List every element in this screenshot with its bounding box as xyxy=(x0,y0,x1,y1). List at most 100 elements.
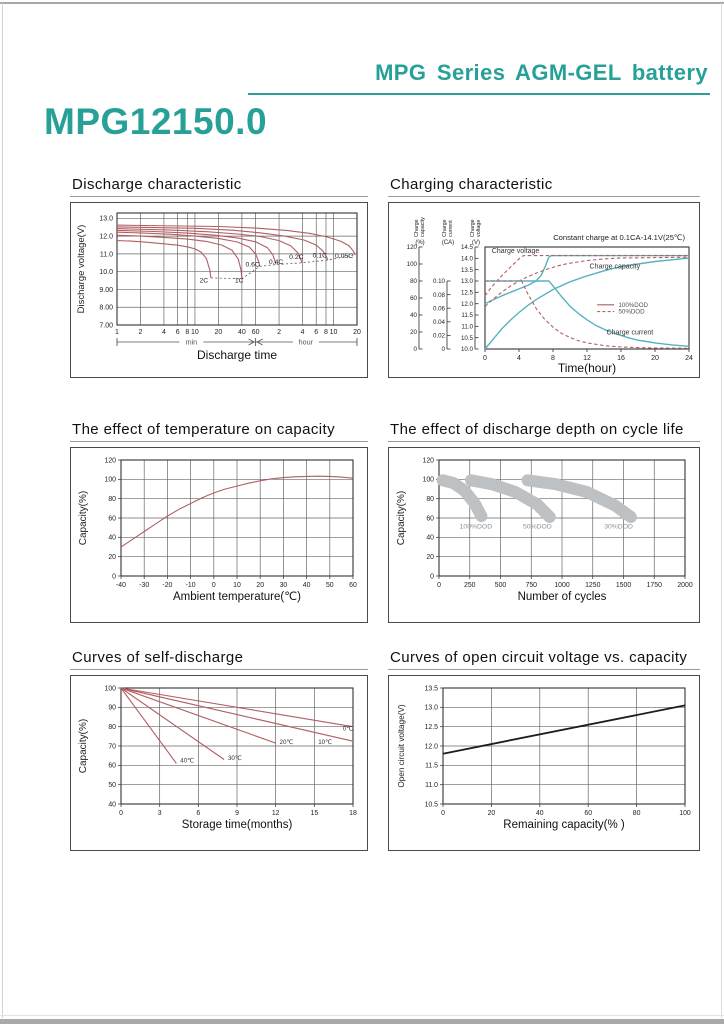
section-title: The effect of temperature on capacity xyxy=(70,421,368,442)
svg-text:60: 60 xyxy=(410,295,417,302)
svg-text:Charge capacity: Charge capacity xyxy=(590,263,641,270)
svg-text:60: 60 xyxy=(584,810,592,817)
section-title: The effect of discharge depth on cycle l… xyxy=(388,421,700,442)
svg-text:100: 100 xyxy=(105,685,117,692)
svg-text:0: 0 xyxy=(437,582,441,589)
svg-text:11.5: 11.5 xyxy=(425,763,438,770)
svg-text:0.02: 0.02 xyxy=(433,333,446,340)
svg-text:30: 30 xyxy=(280,582,288,589)
svg-text:12: 12 xyxy=(583,355,591,362)
svg-text:0: 0 xyxy=(112,573,116,580)
svg-text:11.0: 11.0 xyxy=(100,251,113,258)
model-number: MPG12150.0 xyxy=(44,101,268,142)
svg-text:0.06: 0.06 xyxy=(433,305,446,312)
svg-text:40: 40 xyxy=(108,535,116,542)
svg-text:7.00: 7.00 xyxy=(99,322,113,329)
svg-text:6: 6 xyxy=(176,329,180,336)
svg-text:13.0: 13.0 xyxy=(425,705,439,712)
svg-text:120: 120 xyxy=(407,244,418,251)
cycle-life-chart-box: 0 250 500 750 1000 1250 1500 1750 2000 0 20 40 60 80 1… xyxy=(388,447,700,623)
svg-text:2: 2 xyxy=(139,329,143,336)
svg-text:0.2C: 0.2C xyxy=(289,254,303,261)
svg-text:-20: -20 xyxy=(162,582,172,589)
svg-text:0.08: 0.08 xyxy=(433,292,446,299)
svg-text:1750: 1750 xyxy=(647,582,662,589)
svg-text:Remaining capacity(% ): Remaining capacity(% ) xyxy=(503,819,625,831)
svg-text:4: 4 xyxy=(162,329,166,336)
svg-text:100: 100 xyxy=(423,477,435,484)
svg-text:20: 20 xyxy=(108,554,116,561)
svg-text:Discharge voltage(V): Discharge voltage(V) xyxy=(76,225,87,314)
svg-text:Charge voltage: Charge voltage xyxy=(492,248,540,255)
svg-text:24: 24 xyxy=(685,355,693,362)
svg-text:Charge: Charge xyxy=(442,219,448,237)
section-title: Charging characteristic xyxy=(388,176,700,197)
svg-text:12: 12 xyxy=(272,810,280,817)
svg-text:50: 50 xyxy=(326,582,334,589)
svg-text:13.5: 13.5 xyxy=(425,685,439,692)
svg-text:8.00: 8.00 xyxy=(99,305,113,312)
svg-text:20: 20 xyxy=(488,810,496,817)
discharge-chart-box: 13.0 12.0 11.0 10.0 9.00 8.00 7.00 1 2 4 6 8 10 20 40 6… xyxy=(70,202,368,378)
svg-text:60: 60 xyxy=(349,582,357,589)
svg-text:20: 20 xyxy=(215,329,223,336)
section-open-circuit-voltage: Curves of open circuit voltage vs. capac… xyxy=(388,649,700,851)
svg-text:Number of cycles: Number of cycles xyxy=(518,591,607,603)
page-right-edge xyxy=(721,3,722,1018)
svg-text:13.5: 13.5 xyxy=(461,267,474,274)
svg-text:100: 100 xyxy=(407,261,418,268)
charging-chart-box: 0 20 40 60 80 100 120 Charge capacity (%) 0 0.02 0.0… xyxy=(388,202,700,378)
svg-text:(%): (%) xyxy=(415,240,424,246)
svg-text:40: 40 xyxy=(410,312,417,319)
svg-text:8: 8 xyxy=(551,355,555,362)
svg-text:13.0: 13.0 xyxy=(461,278,474,285)
svg-text:10℃: 10℃ xyxy=(318,739,332,746)
svg-text:6: 6 xyxy=(196,810,200,817)
cycle-life-chart: 0 250 500 750 1000 1250 1500 1750 2000 0 20 40 60 80 1… xyxy=(396,457,693,603)
series-title: MPG Series AGM-GEL battery xyxy=(375,60,708,85)
page-bottom-edge-faint xyxy=(0,1015,724,1016)
svg-text:Charge: Charge xyxy=(470,219,476,237)
svg-text:0.05C: 0.05C xyxy=(335,253,353,260)
discharge-chart: 13.012.011.010.09.008.007.001 2 4 6 8 10 20 40 6… xyxy=(76,212,361,362)
svg-text:Ambient temperature(℃): Ambient temperature(℃) xyxy=(173,591,301,603)
svg-text:6: 6 xyxy=(314,329,318,336)
svg-text:(CA): (CA) xyxy=(442,240,454,246)
section-title: Discharge characteristic xyxy=(70,176,368,197)
svg-text:20: 20 xyxy=(651,355,659,362)
svg-text:4: 4 xyxy=(517,355,521,362)
svg-text:9.00: 9.00 xyxy=(99,287,113,294)
svg-text:Constant charge at 0.1CA-14.1V: Constant charge at 0.1CA-14.1V(25℃) xyxy=(553,233,685,242)
svg-text:40: 40 xyxy=(303,582,311,589)
svg-text:capacity: capacity xyxy=(420,217,426,237)
svg-text:Capacity(%): Capacity(%) xyxy=(78,491,89,545)
svg-text:12.0: 12.0 xyxy=(99,234,113,241)
header-rule xyxy=(248,93,710,95)
svg-text:0: 0 xyxy=(442,346,446,353)
svg-text:80: 80 xyxy=(108,724,116,731)
svg-text:8: 8 xyxy=(324,329,328,336)
svg-text:100: 100 xyxy=(105,477,117,484)
svg-text:0: 0 xyxy=(119,810,123,817)
section-discharge-characteristic: Discharge characteristic 13.0 12.0 11.0 10.… xyxy=(70,176,368,378)
svg-text:11.0: 11.0 xyxy=(461,324,473,331)
svg-text:10: 10 xyxy=(191,329,199,336)
svg-text:current: current xyxy=(448,220,454,237)
svg-text:12.5: 12.5 xyxy=(461,290,474,297)
svg-text:1C: 1C xyxy=(235,277,244,284)
svg-text:50%DOD: 50%DOD xyxy=(618,309,645,316)
section-temperature-capacity: The effect of temperature on capacity -4… xyxy=(70,421,368,623)
svg-text:20: 20 xyxy=(353,329,361,336)
svg-text:40: 40 xyxy=(108,801,116,808)
svg-text:18: 18 xyxy=(349,810,357,817)
svg-text:80: 80 xyxy=(633,810,641,817)
page-top-edge xyxy=(0,2,724,4)
svg-text:100: 100 xyxy=(679,810,691,817)
svg-text:10: 10 xyxy=(233,582,241,589)
svg-text:20: 20 xyxy=(256,582,264,589)
svg-text:Charge: Charge xyxy=(414,219,420,237)
self-discharge-chart-box: 0 3 6 9 12 15 18 40 50 60 70 80 90 100 40℃ 30℃ 20℃ 10℃ 0℃ S… xyxy=(70,675,368,851)
svg-text:1: 1 xyxy=(115,329,119,336)
svg-text:10: 10 xyxy=(330,329,338,336)
